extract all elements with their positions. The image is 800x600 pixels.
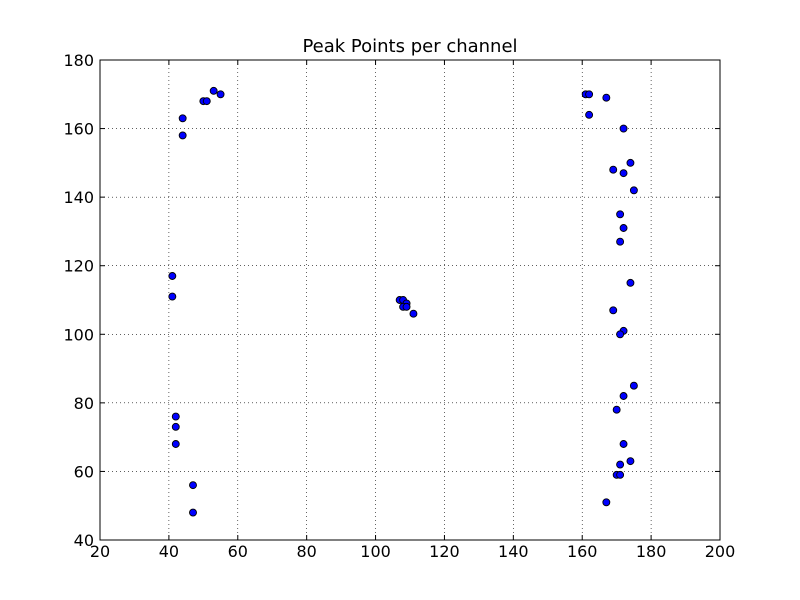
data-point <box>609 165 618 174</box>
data-point <box>216 90 225 99</box>
data-point <box>616 210 625 219</box>
data-point <box>209 86 218 95</box>
data-point <box>616 330 625 339</box>
data-point <box>619 392 628 400</box>
y-tick-label: 60 <box>74 462 94 481</box>
data-point <box>189 508 197 517</box>
data-point <box>171 412 180 421</box>
x-tick-label: 40 <box>159 542 179 561</box>
data-point <box>629 381 638 390</box>
data-point <box>409 309 418 318</box>
data-point <box>178 131 187 140</box>
x-tick-label: 20 <box>90 542 110 561</box>
data-point <box>171 422 180 431</box>
y-tick-label: 180 <box>63 51 94 70</box>
data-point <box>616 460 625 469</box>
grid-lines <box>100 60 720 540</box>
x-tick-label: 200 <box>705 542 736 561</box>
data-point <box>626 457 635 466</box>
x-tick-label: 60 <box>228 542 248 561</box>
data-point <box>616 237 625 246</box>
x-tick-label: 180 <box>636 542 667 561</box>
data-point <box>619 169 628 178</box>
y-tick-label: 40 <box>74 531 94 550</box>
y-tick-label: 140 <box>63 188 94 207</box>
data-point <box>619 124 628 133</box>
data-point <box>619 224 628 232</box>
y-tick-label: 100 <box>63 325 94 344</box>
data-point <box>585 110 594 119</box>
y-tick-label: 120 <box>63 257 94 276</box>
data-point <box>168 272 177 280</box>
data-point <box>171 440 180 448</box>
y-axis-tick-labels: 40 60 80 100 120 140 160 180 <box>63 51 94 550</box>
x-tick-label: 120 <box>429 542 460 561</box>
data-point <box>168 292 177 301</box>
data-point <box>402 302 411 311</box>
axis-ticks <box>99 59 721 541</box>
data-point <box>602 93 611 102</box>
data-point <box>626 158 635 167</box>
data-point <box>619 440 628 448</box>
data-point <box>178 114 187 123</box>
data-point <box>612 405 621 414</box>
data-point <box>189 481 197 490</box>
y-tick-label: 160 <box>63 120 94 139</box>
x-tick-label: 80 <box>296 542 316 561</box>
x-axis-tick-labels: 20 40 60 80 100 120 140 160 180 200 <box>90 542 735 561</box>
data-point <box>616 470 625 479</box>
data-point <box>585 90 594 99</box>
y-tick-label: 80 <box>74 394 94 413</box>
data-point <box>202 97 211 106</box>
data-point <box>629 186 638 195</box>
data-point <box>602 498 611 507</box>
x-tick-label: 140 <box>498 542 529 561</box>
data-point <box>609 306 618 315</box>
x-tick-label: 160 <box>567 542 598 561</box>
chart-title: Peak Points per channel <box>302 36 517 57</box>
plot-area-frame <box>99 59 721 541</box>
data-point <box>626 278 635 287</box>
x-tick-label: 100 <box>360 542 391 561</box>
data-points <box>168 86 638 517</box>
